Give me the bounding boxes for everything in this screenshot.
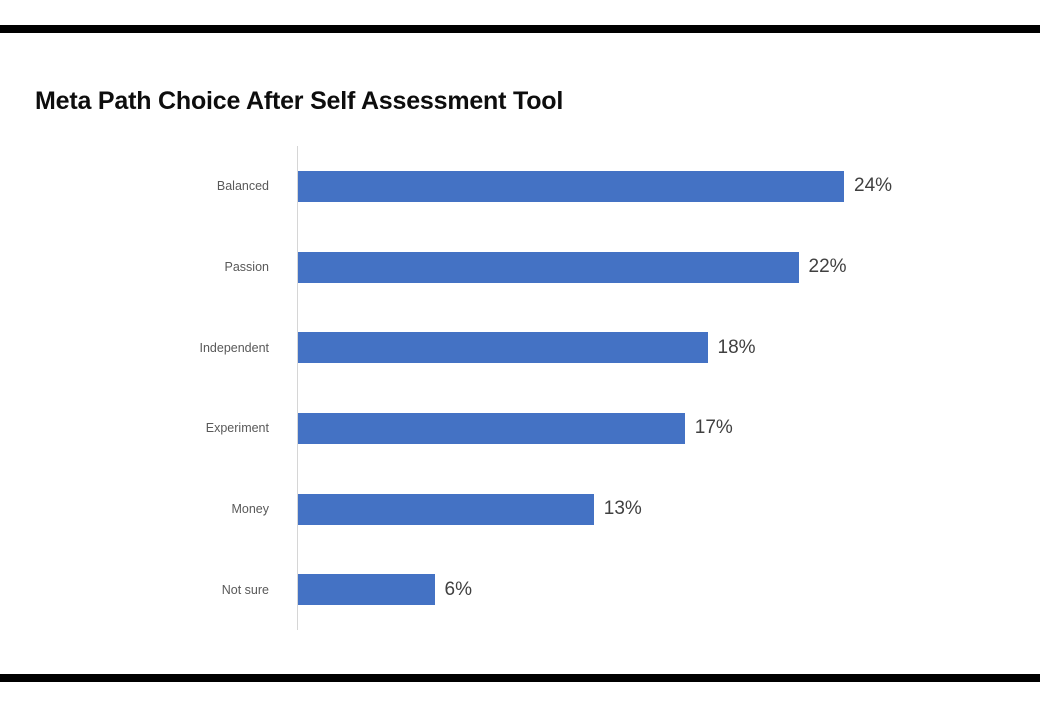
category-label: Balanced — [216, 179, 269, 194]
bar-value-label: 6% — [444, 578, 472, 600]
bar — [298, 251, 799, 283]
category-label: Passion — [224, 260, 269, 274]
chart-title: Meta Path Choice After Self Assessment T… — [35, 86, 564, 115]
bar-row: 13% — [298, 469, 1040, 550]
bar-chart-plot-area: 24% 22% 18% 17% 13% 6% — [297, 146, 1040, 630]
category-label: Money — [231, 502, 269, 517]
bar-value-label: 18% — [717, 336, 756, 358]
bar — [298, 574, 435, 606]
bar — [298, 170, 844, 202]
bar-row: 24% — [298, 146, 1040, 227]
bar-value-label: 17% — [694, 417, 733, 439]
category-axis-labels: Balanced Passion Independent Experiment Mone… — [0, 146, 283, 630]
bar-row: 6% — [298, 549, 1040, 630]
bar-value-label: 24% — [854, 175, 893, 197]
bar-row: 18% — [298, 307, 1040, 388]
bar-value-label: 13% — [603, 498, 642, 520]
bar — [298, 332, 708, 364]
category-label: Independent — [199, 340, 269, 355]
category-label: Experiment — [205, 421, 269, 436]
category-label: Not sure — [221, 582, 269, 597]
top-divider-rule — [0, 25, 1040, 33]
bar-row: 22% — [298, 227, 1040, 308]
bar — [298, 412, 685, 444]
bar-row: 17% — [298, 388, 1040, 469]
bottom-divider-rule — [0, 674, 1040, 682]
bar-value-label: 22% — [808, 256, 847, 277]
bar — [298, 493, 594, 525]
